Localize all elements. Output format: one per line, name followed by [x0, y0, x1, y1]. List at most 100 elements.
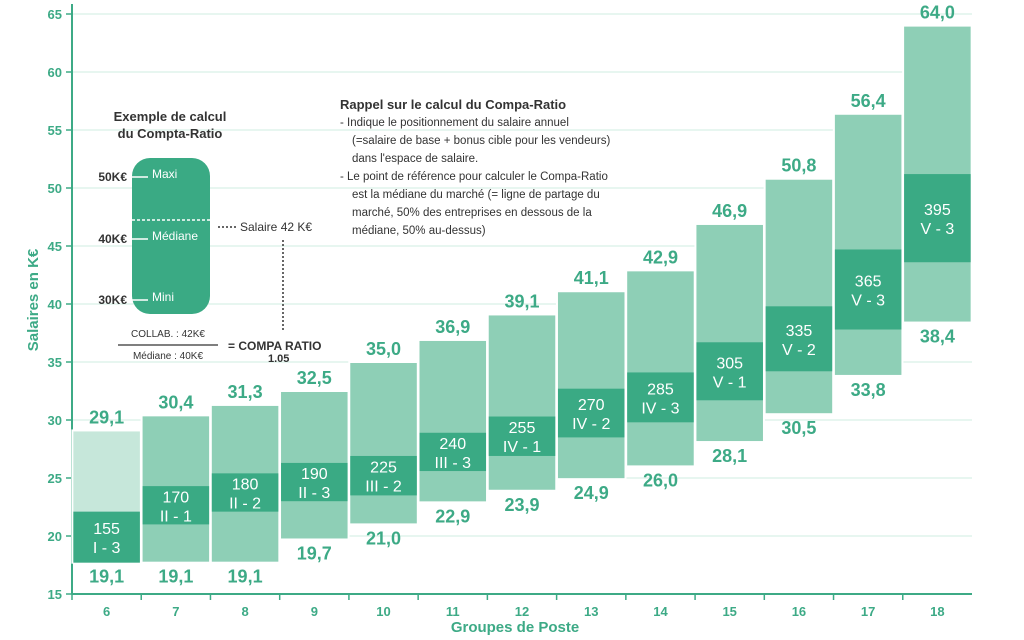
- min-value-label: 38,4: [920, 327, 955, 347]
- reminder-title: Rappel sur le calcul du Compa-Ratio: [340, 97, 566, 112]
- median-band: [834, 249, 902, 330]
- min-value-label: 23,9: [504, 495, 539, 515]
- min-value-label: 26,0: [643, 470, 678, 490]
- min-value-label: 19,1: [158, 567, 193, 587]
- median-band: [419, 432, 487, 472]
- range-bar: [763, 177, 835, 416]
- range-bar: [486, 313, 558, 492]
- band-level-label: IV - 2: [572, 416, 610, 433]
- max-value-label: 41,1: [574, 268, 609, 288]
- bars: [71, 24, 973, 564]
- band-level-label: V - 3: [920, 221, 954, 238]
- x-tick-label: 17: [861, 604, 875, 619]
- x-tick-label: 10: [376, 604, 390, 619]
- compa-ratio-example: Exemple de calcul du Compta-Ratio 50K€ M…: [98, 109, 321, 365]
- example-result: 1.05: [268, 353, 289, 365]
- median-band: [696, 342, 763, 401]
- median-band: [281, 462, 348, 502]
- reminder-line-4: - Le point de référence pour calculer le…: [340, 171, 608, 183]
- median-band: [211, 473, 279, 512]
- max-value-label: 64,0: [920, 3, 955, 23]
- median-band: [73, 511, 140, 563]
- band-points-label: 170: [162, 489, 189, 506]
- band-level-label: III - 2: [365, 479, 402, 496]
- example-denominator: Médiane : 40K€: [133, 351, 203, 362]
- band-level-label: II - 3: [298, 485, 330, 502]
- band-level-label: IV - 3: [641, 400, 679, 417]
- range-bar: [555, 290, 627, 481]
- max-value-label: 31,3: [228, 382, 263, 402]
- x-tick-label: 7: [172, 604, 179, 619]
- band-points-label: 270: [578, 397, 605, 414]
- band-points-label: 305: [716, 355, 743, 372]
- max-value-label: 35,0: [366, 339, 401, 359]
- range-bar: [348, 361, 419, 526]
- y-tick-label: 55: [48, 123, 62, 138]
- x-axis-label: Groupes de Poste: [451, 619, 579, 636]
- min-value-label: 22,9: [435, 506, 470, 526]
- max-value-label: 46,9: [712, 201, 747, 221]
- min-value-label: 30,5: [781, 418, 816, 438]
- example-title-line1: Exemple de calcul: [114, 109, 227, 124]
- example-title-line2: du Compta-Ratio: [118, 126, 223, 141]
- min-value-label: 24,9: [574, 483, 609, 503]
- median-band: [350, 455, 417, 496]
- median-band: [557, 388, 625, 438]
- band-points-label: 395: [924, 202, 951, 219]
- max-value-label: 42,9: [643, 247, 678, 267]
- band-level-label: II - 1: [160, 508, 192, 525]
- band-level-label: II - 2: [229, 496, 261, 513]
- band-points-label: 180: [232, 477, 259, 494]
- min-value-label: 19,7: [297, 543, 332, 563]
- example-equals: = COMPA RATIO: [228, 339, 321, 353]
- y-axis-label: Salaires en K€: [25, 248, 42, 351]
- median-band: [142, 486, 210, 525]
- example-min-name: Mini: [152, 290, 174, 304]
- band-level-label: V - 1: [713, 374, 747, 391]
- reminder-line-6: marché, 50% des entreprises en dessous d…: [352, 207, 592, 219]
- band-points-label: 365: [855, 274, 882, 291]
- range-bar: [417, 338, 489, 504]
- reminder-line-1: - Indique le positionnement du salaire a…: [340, 117, 569, 129]
- x-tick-label: 16: [792, 604, 806, 619]
- max-value-label: 50,8: [781, 156, 816, 176]
- example-max-name: Maxi: [152, 167, 177, 181]
- reminder-line-5: est la médiane du marché (= ligne de par…: [352, 189, 600, 201]
- x-tick-label: 18: [930, 604, 944, 619]
- y-tick-label: 15: [48, 587, 62, 602]
- y-tick-label: 65: [48, 7, 62, 22]
- median-band: [488, 416, 556, 456]
- y-tick-label: 20: [48, 529, 62, 544]
- median-band: [904, 174, 971, 263]
- salary-note: Salaire 42 K€: [240, 220, 312, 234]
- x-tick-label: 9: [311, 604, 318, 619]
- compa-ratio-reminder: Rappel sur le calcul du Compa-Ratio - In…: [340, 97, 610, 237]
- band-level-label: I - 3: [93, 540, 121, 557]
- median-band: [627, 372, 694, 423]
- max-value-label: 56,4: [851, 91, 886, 111]
- max-value-label: 29,1: [89, 407, 124, 427]
- band-level-label: V - 3: [851, 293, 885, 310]
- max-value-label: 32,5: [297, 368, 332, 388]
- example-range-pill: [132, 158, 210, 314]
- y-tick-label: 25: [48, 471, 62, 486]
- band-points-label: 335: [786, 323, 813, 340]
- band-points-label: 190: [301, 466, 328, 483]
- median-band: [765, 306, 833, 372]
- range-bar: [694, 222, 765, 444]
- x-tick-label: 8: [241, 604, 248, 619]
- band-level-label: III - 3: [435, 455, 472, 472]
- x-tick-label: 14: [653, 604, 668, 619]
- reminder-line-2: (=salaire de base + bonus cible pour les…: [352, 135, 610, 147]
- band-points-label: 285: [647, 381, 674, 398]
- min-value-label: 33,8: [851, 380, 886, 400]
- max-value-label: 39,1: [504, 291, 539, 311]
- band-points-label: 155: [93, 521, 120, 538]
- min-value-label: 19,1: [228, 567, 263, 587]
- y-tick-label: 50: [48, 181, 62, 196]
- example-med-name: Médiane: [152, 229, 198, 243]
- band-points-label: 255: [509, 420, 536, 437]
- x-tick-label: 15: [722, 604, 736, 619]
- range-bar: [625, 269, 696, 468]
